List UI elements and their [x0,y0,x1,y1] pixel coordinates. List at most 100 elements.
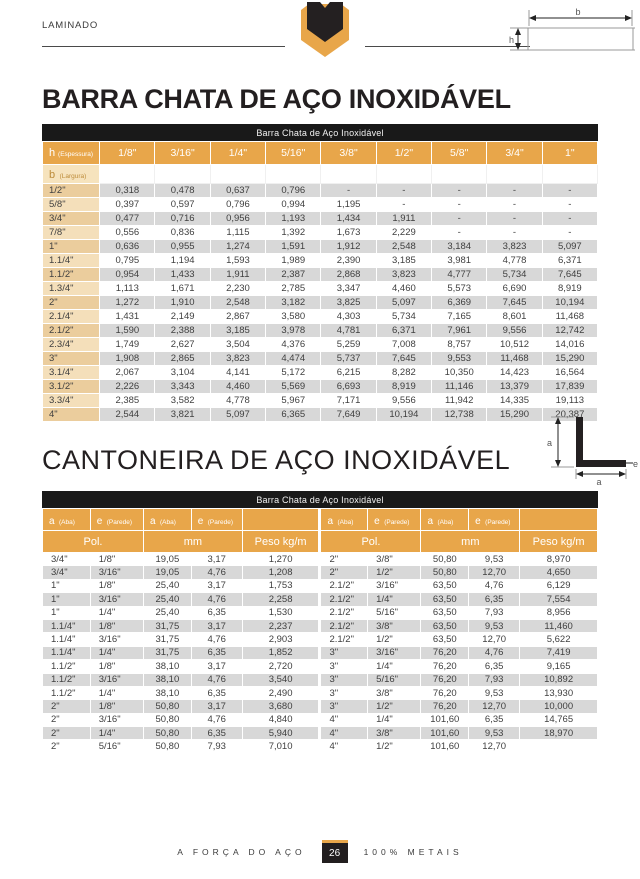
weight-cell: - [486,197,543,212]
a-mm-cell: 25,40 [142,592,192,607]
weight-cell: 7,645 [486,295,543,310]
e-mm-cell: 6,35 [468,659,521,674]
e-pol-cell: 3/16" [89,632,144,647]
e-mm-cell: 12,70 [468,739,521,754]
weight-cell: 3,343 [154,379,211,394]
weight-cell: 4,474 [265,351,322,366]
weight-cell: 0,478 [154,183,211,198]
peso-cell: 11,460 [519,618,598,634]
e-pol-cell: 1/4" [367,712,422,728]
width-header-cell: b (Largura) [41,164,101,184]
weight-cell: 0,556 [99,225,156,240]
weight-cell: 12,738 [431,407,488,422]
table-row: 1.1/2" 1/8" 38,10 3,17 2,720 3" 1/4" 76,… [42,659,598,674]
weight-cell: 4,376 [265,337,322,352]
table1-band-title: Barra Chata de Aço Inoxidável [42,124,598,141]
weight-cell: 10,194 [375,407,433,422]
e-mm-cell: 7,93 [468,672,521,687]
a-pol-cell: 2.1/2" [319,605,369,620]
e-mm-cell: 12,70 [468,699,521,714]
a-symbol: a [49,515,55,527]
a-mm-cell: 76,20 [420,659,470,674]
weight-cell: 2,865 [154,351,211,366]
a-mm-cell: 76,20 [420,685,470,701]
a-pol-cell: 2" [42,726,91,741]
weight-cell: 3,582 [154,393,211,408]
e-caption: (Parede) [207,518,234,526]
weight-cell: 2,544 [99,407,156,422]
peso-cell: 2,903 [241,632,322,647]
blank-header-cell [241,508,322,531]
table-row: 2" 5/16" 50,80 7,93 7,010 4" 1/2" 101,60… [42,739,598,754]
a-pol-cell: 3" [319,672,369,687]
a-aba-header: a (Aba) [42,508,91,531]
weight-cell: 2,785 [265,281,322,296]
spacer-cell [265,164,322,184]
weight-cell: - [431,211,488,226]
weight-cell: 0,597 [154,197,211,212]
e-pol-cell: 3/8" [367,726,422,741]
table-row: 3/4" 1/8" 19,05 3,17 1,270 2" 3/8" 50,80… [42,551,598,567]
thickness-column-header: 1/8" [99,141,156,165]
e-pol-cell: 3/16" [89,565,144,580]
weight-cell: 1,590 [99,323,156,338]
e-mm-cell: 3,17 [190,659,243,674]
e-mm-cell: 7,93 [190,739,243,754]
e-pol-cell: 1/2" [367,739,422,754]
weight-cell: 13,379 [486,379,543,394]
spacer-cell [99,164,156,184]
e-caption: (Parede) [106,518,133,526]
a-pol-cell: 1.1/4" [42,618,91,634]
table-row: 1.1/4" 1/4" 31,75 6,35 1,852 3" 3/16" 76… [42,645,598,661]
a-mm-cell: 50,80 [420,565,470,580]
width-header-row: b (Largura) [41,164,599,184]
peso-cell: 1,270 [241,551,322,567]
a-caption: (Aba) [437,518,454,526]
weight-cell: 3,580 [265,309,322,324]
a-mm-cell: 101,60 [420,712,470,728]
a-pol-cell: 1.1/2" [42,672,91,687]
e-caption: (Parede) [485,518,511,526]
weight-cell: 3,185 [209,323,267,338]
weight-cell: 3,978 [265,323,322,338]
weight-cell: 2,388 [154,323,211,338]
weight-cell: 1,749 [99,337,156,352]
table2-band-title: Barra Chata de Aço Inoxidável [42,491,598,508]
a-pol-cell: 3" [319,659,369,674]
weight-cell: 3,821 [154,407,211,422]
weight-cell: 6,371 [541,253,599,268]
peso-cell: 7,554 [519,592,598,607]
footer-brand-right: 100% METAIS [363,846,463,857]
weight-cell: 0,637 [209,183,267,198]
weight-cell: 2,627 [154,337,211,352]
e-pol-cell: 3/16" [367,645,422,661]
weight-cell: 4,141 [209,365,267,380]
weight-cell: 1,113 [99,281,156,296]
weight-cell: 4,778 [209,393,267,408]
weight-cell: 1,911 [375,211,433,226]
weight-cell: 2,548 [375,239,433,254]
peso-cell: 8,956 [519,605,598,620]
spacer-cell [486,164,543,184]
e-pol-cell: 3/8" [367,551,422,567]
weight-cell: 14,423 [486,365,543,380]
weight-cell: 1,195 [320,197,377,212]
weight-cell: 0,795 [99,253,156,268]
weight-cell: - [486,183,543,198]
weight-cell: 3,823 [486,239,543,254]
row-label: 2.1/2" [41,323,101,338]
weight-cell: 3,981 [431,253,488,268]
weight-cell: 0,636 [99,239,156,254]
weight-cell: 5,734 [375,309,433,324]
a-mm-cell: 50,80 [142,699,192,714]
a-mm-cell: 19,05 [142,551,192,567]
a-pol-cell: 2" [42,712,91,728]
peso-cell: 10,892 [519,672,598,687]
a-pol-cell: 3" [319,699,369,714]
weight-cell: 6,693 [320,379,377,394]
angle-dimension-diagram: a e a [547,416,638,485]
table-row: 1/2" 0,318 0,478 0,637 0,796 - - - - - [41,183,599,198]
e-parede-header: e (Parede) [468,508,521,531]
weight-cell: 7,961 [431,323,488,338]
weight-cell: 5,097 [541,239,599,254]
